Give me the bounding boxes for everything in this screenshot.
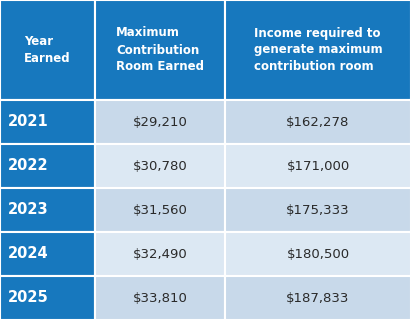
Bar: [225, 0, 411, 100]
Text: $32,490: $32,490: [133, 248, 187, 260]
Bar: [225, 144, 411, 188]
Bar: [225, 232, 411, 276]
Text: $30,780: $30,780: [133, 160, 187, 172]
Text: $162,278: $162,278: [286, 116, 350, 128]
Bar: [0, 0, 95, 100]
Text: Year
Earned: Year Earned: [24, 35, 71, 65]
Bar: [225, 100, 411, 144]
Text: $171,000: $171,000: [286, 160, 350, 172]
Bar: [0, 276, 95, 320]
Text: Maximum
Contribution
Room Earned: Maximum Contribution Room Earned: [116, 26, 204, 73]
Text: $175,333: $175,333: [286, 204, 350, 216]
Bar: [95, 0, 225, 100]
Text: 2025: 2025: [8, 291, 49, 306]
Bar: [0, 232, 95, 276]
Bar: [0, 188, 95, 232]
Text: 2022: 2022: [8, 159, 48, 173]
Text: $33,810: $33,810: [133, 292, 187, 305]
Bar: [95, 144, 225, 188]
Bar: [225, 276, 411, 320]
Bar: [95, 100, 225, 144]
Text: $187,833: $187,833: [286, 292, 350, 305]
Text: $180,500: $180,500: [286, 248, 350, 260]
Bar: [225, 188, 411, 232]
Text: $29,210: $29,210: [133, 116, 187, 128]
Text: 2024: 2024: [8, 247, 48, 261]
Bar: [95, 232, 225, 276]
Bar: [95, 188, 225, 232]
Text: $31,560: $31,560: [133, 204, 187, 216]
Text: 2023: 2023: [8, 203, 48, 217]
Bar: [0, 100, 95, 144]
Bar: [95, 276, 225, 320]
Text: Income required to
generate maximum
contribution room: Income required to generate maximum cont…: [254, 26, 382, 73]
Text: 2021: 2021: [8, 115, 49, 129]
Bar: [0, 144, 95, 188]
